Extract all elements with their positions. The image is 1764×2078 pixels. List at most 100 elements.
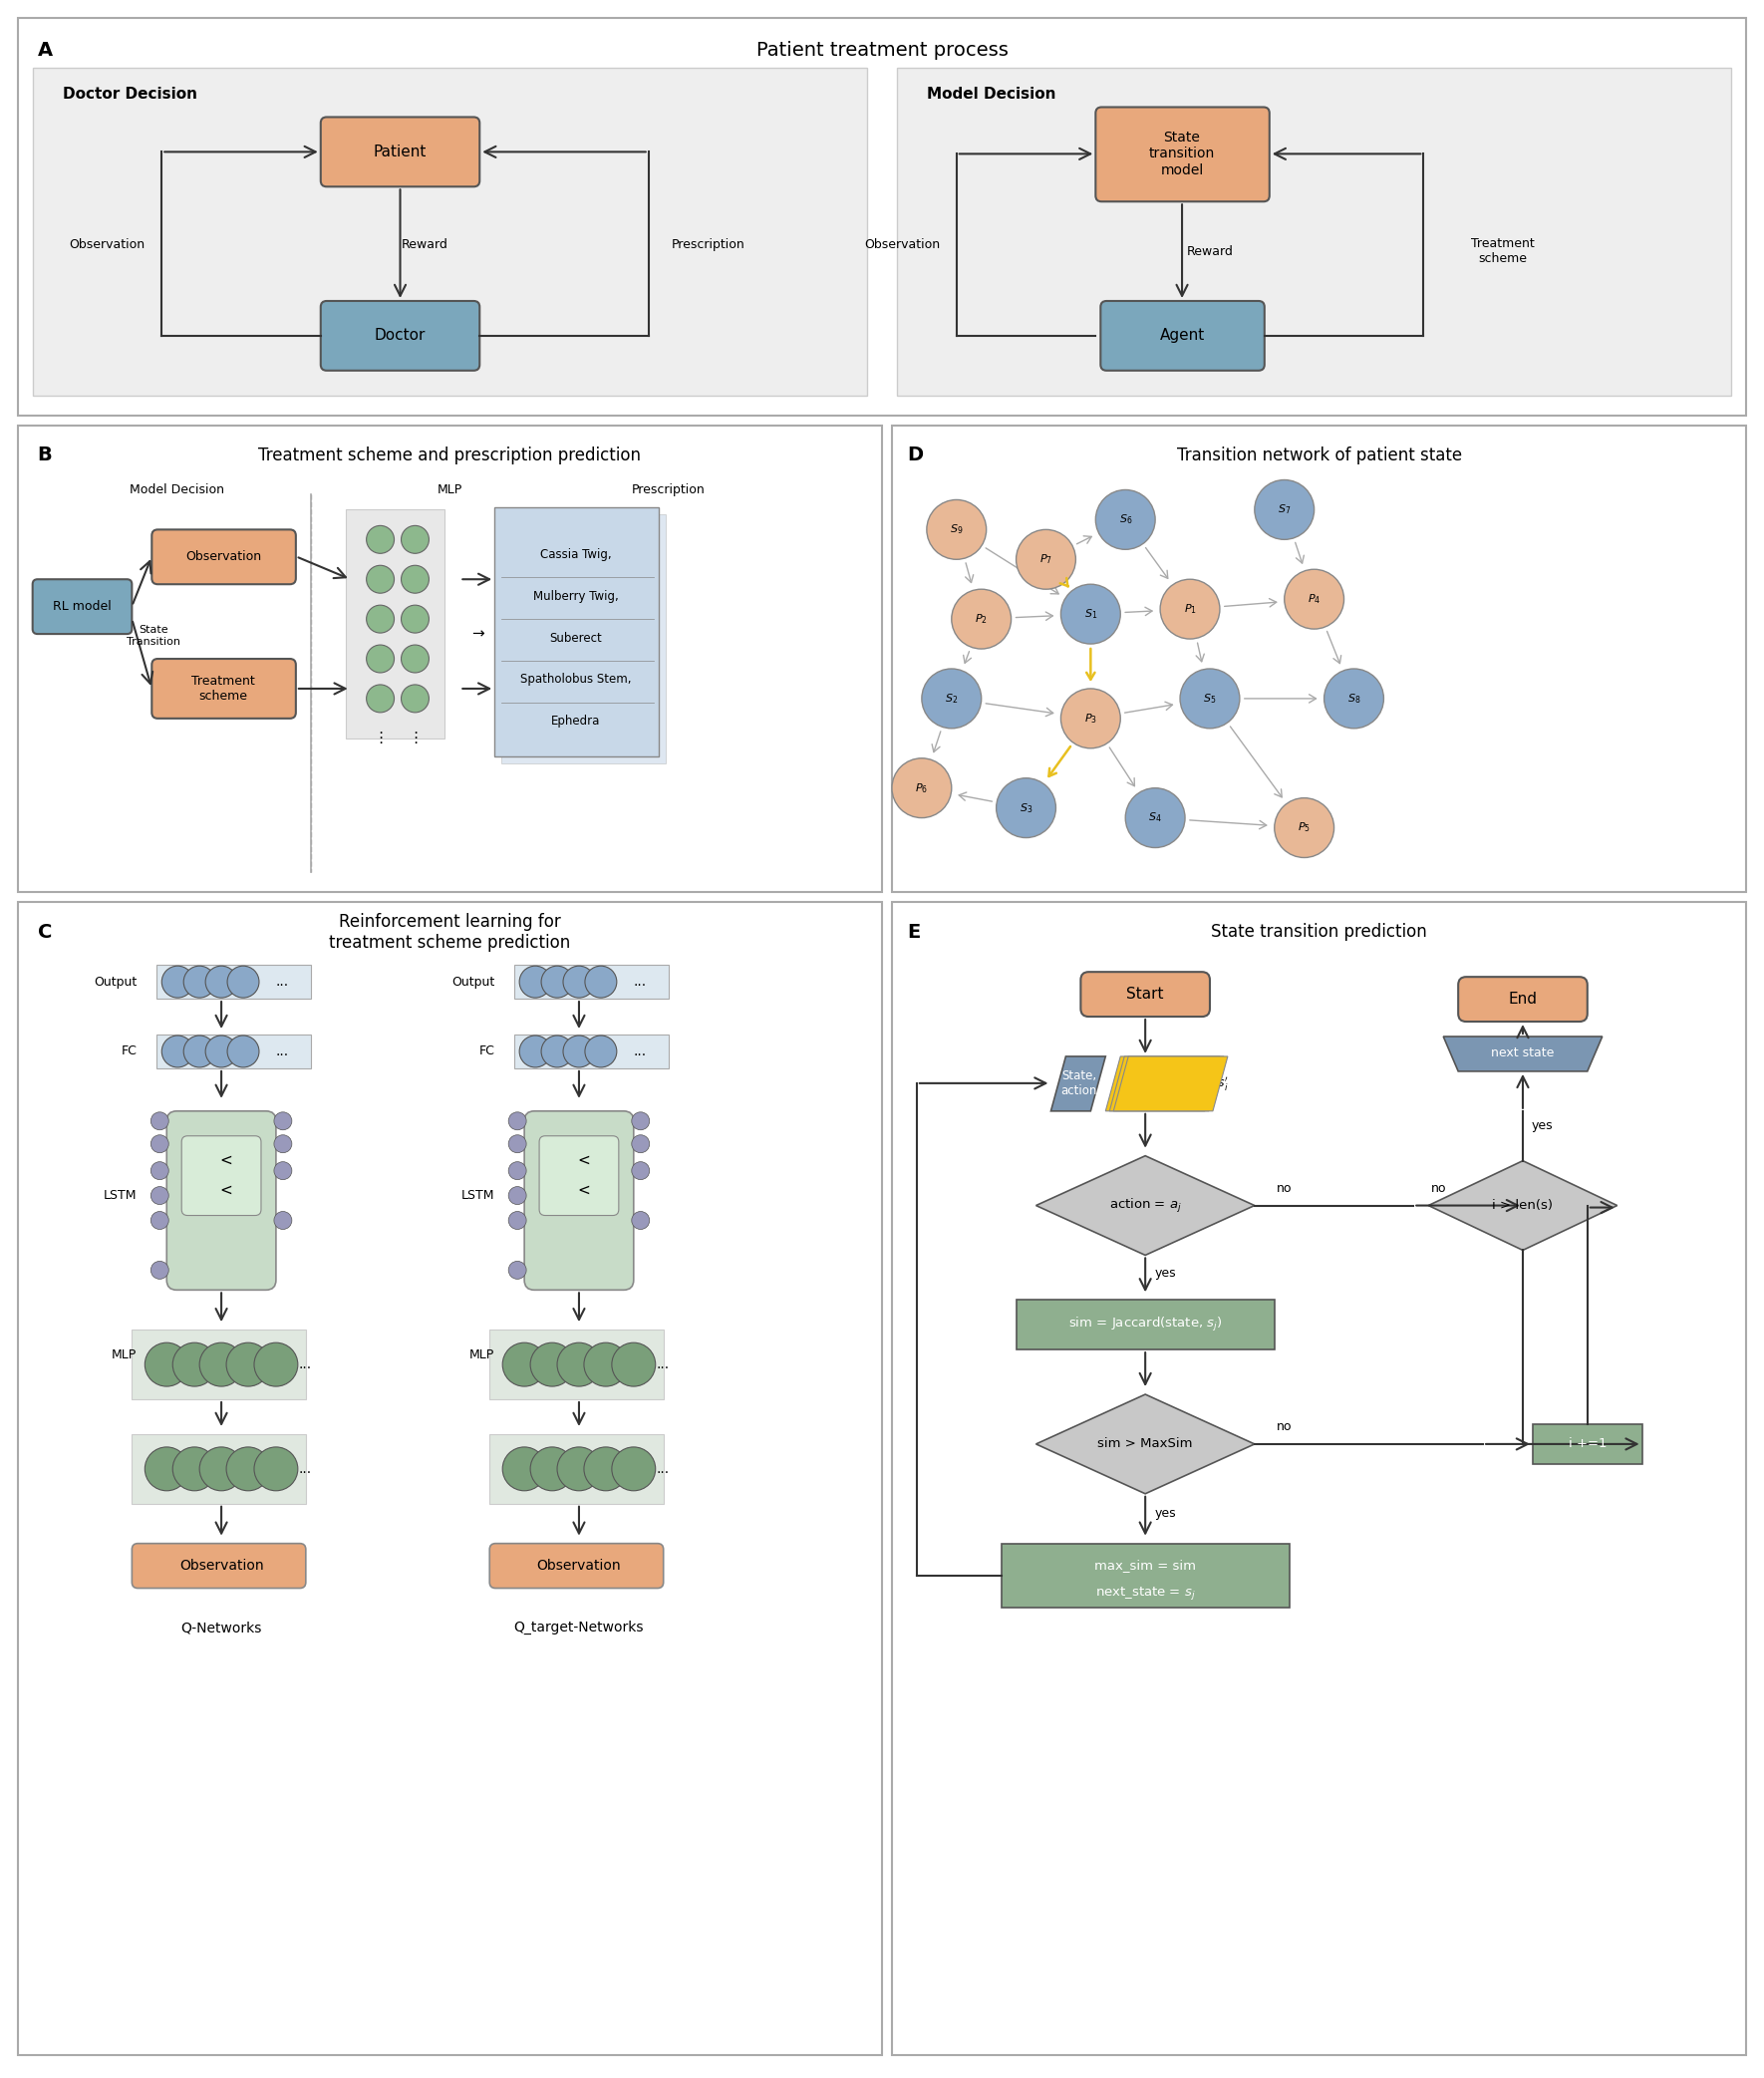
Text: $S_{1}$: $S_{1}$ [1085, 607, 1097, 621]
Text: E: E [907, 923, 921, 941]
Text: $S_{2}$: $S_{2}$ [946, 692, 958, 704]
Circle shape [893, 758, 951, 819]
Circle shape [951, 590, 1011, 648]
Text: $S_{4}$: $S_{4}$ [1148, 810, 1162, 825]
Text: action = $a_j$: action = $a_j$ [1110, 1197, 1182, 1214]
Circle shape [145, 1446, 189, 1490]
Text: no: no [1431, 1182, 1446, 1195]
Text: <: < [577, 1182, 591, 1199]
Bar [893, 426, 1746, 891]
Circle shape [508, 1162, 526, 1180]
Text: MLP: MLP [111, 1349, 138, 1361]
Text: Observation: Observation [864, 237, 940, 251]
Circle shape [586, 966, 617, 997]
Bar [515, 964, 669, 1000]
Circle shape [254, 1446, 298, 1490]
Circle shape [205, 966, 236, 997]
FancyBboxPatch shape [152, 530, 296, 584]
Polygon shape [1113, 1056, 1228, 1112]
Bar [132, 1330, 305, 1398]
Text: $P_{7}$: $P_{7}$ [1039, 553, 1053, 567]
FancyBboxPatch shape [1101, 301, 1265, 370]
Text: $S_{9}$: $S_{9}$ [949, 524, 963, 536]
Circle shape [632, 1135, 649, 1153]
Circle shape [1016, 530, 1076, 590]
Circle shape [997, 777, 1057, 837]
Circle shape [173, 1446, 217, 1490]
Text: Q_target-Networks: Q_target-Networks [513, 1621, 644, 1635]
Text: Spatholobus Stem,: Spatholobus Stem, [520, 673, 632, 686]
Circle shape [183, 966, 215, 997]
Text: Observation: Observation [536, 1558, 621, 1573]
Text: $P_{4}$: $P_{4}$ [1307, 592, 1321, 607]
FancyBboxPatch shape [1095, 108, 1270, 202]
Circle shape [632, 1211, 649, 1230]
Text: Observation: Observation [185, 551, 261, 563]
FancyBboxPatch shape [490, 1544, 663, 1588]
Text: <: < [220, 1182, 233, 1199]
Circle shape [367, 605, 393, 634]
Text: FC: FC [122, 1045, 138, 1058]
Circle shape [926, 501, 986, 559]
Text: Reinforcement learning for
treatment scheme prediction: Reinforcement learning for treatment sch… [330, 912, 570, 952]
FancyBboxPatch shape [182, 1137, 261, 1216]
Text: Agent: Agent [1159, 328, 1205, 343]
Text: ...: ... [633, 1045, 647, 1058]
Text: D: D [907, 445, 923, 465]
Circle shape [563, 1035, 594, 1068]
Text: State
Transition: State Transition [127, 625, 180, 646]
Bar [501, 515, 665, 763]
Text: →: → [471, 625, 483, 642]
Circle shape [162, 1035, 194, 1068]
FancyBboxPatch shape [132, 1544, 305, 1588]
Circle shape [1284, 569, 1344, 630]
Circle shape [367, 644, 393, 673]
Text: Treatment
scheme: Treatment scheme [1471, 237, 1535, 266]
Circle shape [584, 1342, 628, 1386]
Circle shape [542, 1035, 573, 1068]
Text: yes: yes [1531, 1120, 1554, 1133]
Text: Output: Output [93, 975, 138, 989]
Text: Reward: Reward [1187, 245, 1233, 258]
Circle shape [150, 1112, 169, 1130]
Bar [515, 1035, 669, 1068]
Circle shape [1095, 490, 1155, 549]
Text: no: no [1277, 1421, 1291, 1434]
Text: Observation: Observation [180, 1558, 263, 1573]
Circle shape [273, 1211, 291, 1230]
Circle shape [632, 1162, 649, 1180]
Text: Cassia Twig,: Cassia Twig, [540, 549, 612, 561]
Circle shape [150, 1187, 169, 1205]
Text: $P_{5}$: $P_{5}$ [1298, 821, 1311, 835]
Text: Treatment
scheme: Treatment scheme [192, 675, 256, 702]
Bar [1533, 1423, 1642, 1463]
Text: max_sim = sim: max_sim = sim [1094, 1558, 1196, 1571]
Circle shape [367, 565, 393, 592]
Text: A: A [37, 42, 53, 60]
Text: Suberect: Suberect [550, 632, 602, 644]
Circle shape [1254, 480, 1314, 540]
Circle shape [503, 1342, 547, 1386]
Circle shape [612, 1446, 656, 1490]
Text: ...: ... [656, 1463, 670, 1475]
Text: Prescription: Prescription [632, 484, 706, 497]
Text: yes: yes [1154, 1507, 1177, 1521]
Circle shape [1274, 798, 1334, 858]
Polygon shape [1106, 1056, 1219, 1112]
Bar [490, 1330, 663, 1398]
Circle shape [584, 1446, 628, 1490]
Text: Ephedra: Ephedra [552, 715, 600, 727]
Text: i > len(s): i > len(s) [1492, 1199, 1552, 1211]
Bar [893, 902, 1746, 2055]
FancyBboxPatch shape [540, 1137, 619, 1216]
FancyBboxPatch shape [1459, 977, 1588, 1022]
Text: Patient treatment process: Patient treatment process [757, 42, 1007, 60]
Bar [1016, 1301, 1274, 1349]
Circle shape [519, 966, 550, 997]
Text: $S_{3}$: $S_{3}$ [1020, 800, 1032, 815]
Bar [490, 1434, 663, 1504]
Circle shape [557, 1446, 602, 1490]
Text: ...: ... [298, 1357, 312, 1371]
Text: ⋮: ⋮ [407, 731, 423, 746]
Text: Output: Output [452, 975, 494, 989]
